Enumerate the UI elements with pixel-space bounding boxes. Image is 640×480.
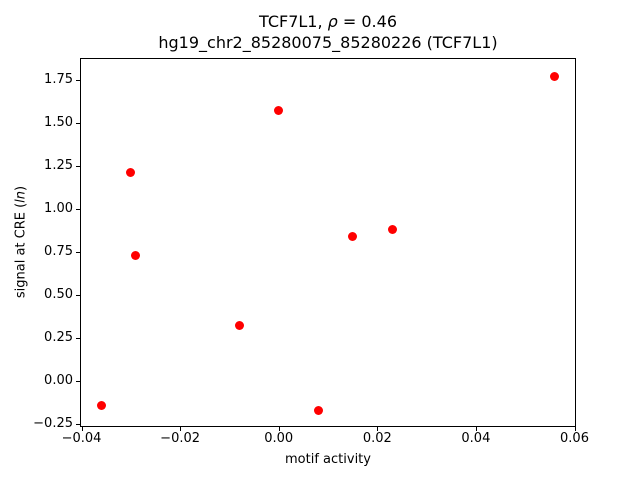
x-tick-mark <box>574 427 576 431</box>
x-tick-label: 0.04 <box>461 431 491 446</box>
y-tick-mark <box>76 165 80 167</box>
y-tick-label: 0.75 <box>44 243 73 259</box>
x-tick-label: 0.02 <box>362 431 392 446</box>
y-tick-label: 0.00 <box>44 373 73 388</box>
chart-title: TCF7L1, ρ = 0.46 hg19_chr2_85280075_8528… <box>80 11 576 53</box>
plot-area <box>80 58 576 427</box>
y-tick-mark <box>76 381 80 382</box>
data-point <box>126 168 136 178</box>
x-tick-mark <box>377 427 379 431</box>
data-point <box>348 231 358 241</box>
y-tick-mark <box>76 294 80 296</box>
x-tick-label: −0.02 <box>160 431 201 446</box>
y-axis-label-close: ) <box>13 185 29 191</box>
data-point <box>131 250 141 260</box>
x-tick-label: −0.04 <box>61 431 102 446</box>
y-tick-label: 1.00 <box>44 200 73 216</box>
x-tick-mark <box>180 427 182 431</box>
x-tick-label: 0.00 <box>264 431 294 446</box>
y-tick-mark <box>76 208 80 210</box>
x-tick-mark <box>475 427 477 431</box>
y-tick-label: 1.25 <box>44 157 73 173</box>
data-point <box>96 400 106 410</box>
chart-subtitle: hg19_chr2_85280075_85280226 (TCF7L1) <box>158 33 498 52</box>
y-tick-mark <box>76 79 80 81</box>
y-tick-label: 1.75 <box>44 71 73 87</box>
y-tick-mark <box>76 424 80 426</box>
title-correlation-value: = 0.46 <box>337 12 397 31</box>
chart-title-line1: TCF7L1, ρ = 0.46 <box>80 11 576 32</box>
y-tick-mark <box>76 122 80 124</box>
title-gene-text: TCF7L1, <box>258 12 328 31</box>
y-tick-mark <box>76 251 80 253</box>
x-axis-label: motif activity <box>285 452 371 467</box>
y-tick-label: 0.50 <box>44 286 73 302</box>
y-tick-mark <box>76 338 80 339</box>
x-tick-mark <box>278 427 280 431</box>
data-point <box>313 405 323 415</box>
x-tick-label: 0.06 <box>560 431 589 446</box>
title-rho-symbol: ρ <box>327 12 338 31</box>
y-tick-label: 0.25 <box>44 330 73 345</box>
data-point <box>234 321 244 331</box>
y-tick-label: 1.50 <box>44 114 73 130</box>
data-point <box>387 225 397 234</box>
x-tick-mark <box>81 427 83 431</box>
data-point <box>550 71 560 81</box>
y-tick-label: −0.25 <box>33 416 73 432</box>
data-point <box>274 106 284 116</box>
